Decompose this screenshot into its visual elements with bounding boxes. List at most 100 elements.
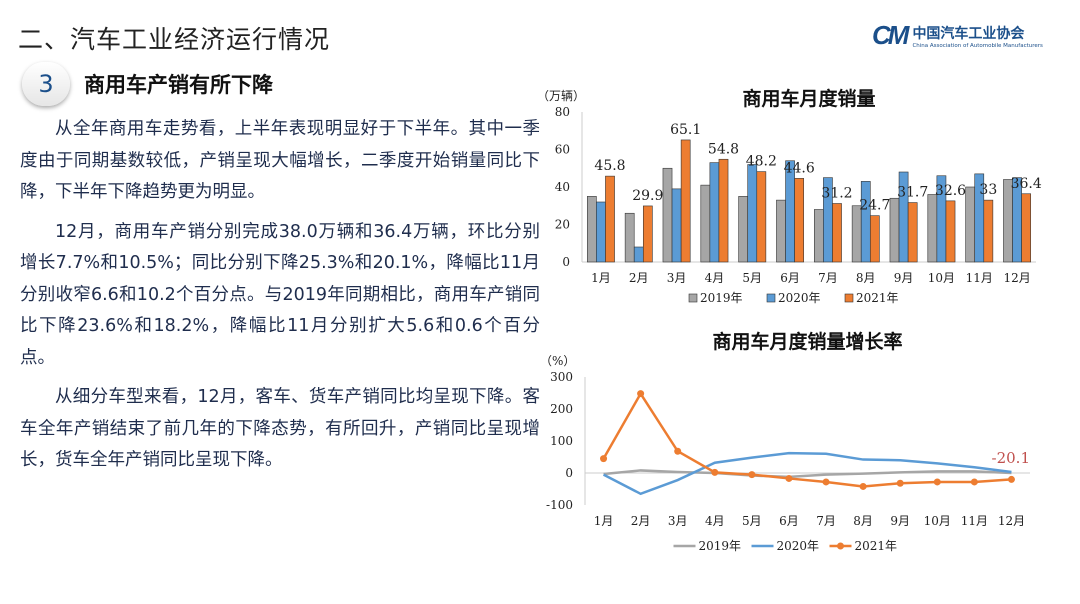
marker-2021年 (637, 390, 645, 398)
data-label: 31.7 (897, 185, 928, 201)
annotation-label: -20.1 (992, 449, 1030, 467)
bar-chart: 商用车月度销量 （万辆） 0 20 40 60 80 1月 2月 3月 4月 5月 6月 7月 8月 9月 10… (540, 87, 1042, 305)
chart-title: 商用车月度销量 (742, 87, 875, 110)
x-tick-label: 4月 (705, 514, 725, 528)
bar-2019年 (889, 197, 900, 263)
marker-2021年 (970, 478, 978, 486)
x-tick-label: 2月 (631, 514, 651, 528)
bar-2021年 (832, 203, 842, 263)
page-title: 二、汽车工业经济运行情况 (18, 25, 331, 54)
legend-swatch (688, 293, 698, 303)
legend-swatch (844, 293, 854, 303)
x-tick-label: 1月 (594, 514, 614, 528)
x-tick-label: 11月 (966, 271, 993, 285)
logo-en: China Association of Automobile Manufact… (912, 42, 1043, 49)
bar-2019年 (851, 205, 862, 263)
marker-2021年 (896, 479, 904, 487)
bar-2021年 (680, 139, 691, 263)
x-tick-label: 7月 (816, 514, 836, 528)
legend-label: 2019年 (700, 291, 743, 305)
y-tick-label: -100 (546, 498, 573, 512)
logo-mark: CM (872, 20, 909, 50)
x-tick-label: 10月 (928, 271, 955, 285)
line-2019年 (603, 469, 1012, 479)
data-label: 45.8 (594, 158, 625, 174)
legend-label: 2021年 (855, 539, 898, 553)
x-tick-label: 12月 (998, 514, 1025, 528)
data-label: 33 (979, 182, 997, 198)
y-tick-label: 80 (555, 105, 570, 119)
bar-2020年 (671, 188, 682, 263)
bar-2019年 (927, 194, 938, 263)
marker-2021年 (822, 478, 830, 486)
bar-2019年 (965, 186, 976, 263)
bar-2019年 (700, 184, 711, 263)
data-label: 31.2 (821, 186, 852, 202)
bar-2019年 (738, 196, 749, 263)
bar-2021年 (1021, 193, 1032, 263)
y-tick-label: 100 (550, 434, 573, 448)
bar-2020年 (747, 164, 758, 263)
marker-2021年 (711, 468, 719, 476)
section-number-badge: 3 (22, 62, 70, 106)
bar-2021年 (642, 205, 653, 263)
bar-2021年 (907, 202, 918, 263)
data-label: 32.6 (935, 183, 966, 199)
x-tick-label: 5月 (742, 514, 762, 528)
x-tick-label: 8月 (856, 271, 876, 285)
data-label: 29.9 (632, 188, 663, 204)
y-tick-label: 0 (562, 255, 570, 269)
marker-2021年 (748, 471, 756, 479)
line-2020年 (602, 451, 1012, 496)
bar-2019年 (776, 199, 786, 263)
legend-label: 2020年 (777, 539, 820, 553)
logo-cn: 中国汽车工业协会 (912, 25, 1025, 42)
paragraph: 从细分车型来看，12月，客车、货车产销同比均呈现下降。客车全年产销结束了前几年的… (20, 387, 540, 470)
line-chart: 商用车月度销量增长率 （%） -100 0 100 200 300 1月 2月 3月 4月 5月 6月 7… (540, 330, 1030, 553)
x-tick-label: 9月 (890, 514, 910, 528)
x-tick-label: 6月 (780, 271, 800, 285)
y-tick-label: 40 (555, 180, 570, 194)
y-axis-unit: （%） (540, 354, 575, 368)
y-tick-label: 200 (550, 402, 573, 416)
x-tick-label: 10月 (924, 514, 951, 528)
bar-2021年 (945, 200, 956, 263)
logo: CM 中国汽车工业协会 China Association of Automob… (872, 20, 1043, 51)
bar-2019年 (1003, 179, 1013, 263)
marker-2021年 (859, 482, 867, 490)
x-tick-label: 8月 (853, 514, 873, 528)
bar-2021年 (869, 215, 880, 263)
legend-label: 2019年 (699, 539, 742, 553)
marker-2021年 (785, 474, 793, 482)
x-tick-label: 7月 (818, 271, 838, 285)
marker-2021年 (933, 478, 941, 486)
x-tick-label: 12月 (1003, 271, 1030, 285)
y-axis-unit: （万辆） (540, 89, 585, 103)
bar-2020年 (860, 181, 871, 263)
x-tick-label: 4月 (705, 271, 725, 285)
section-title: 商用车产销有所下降 (84, 73, 273, 97)
bar-2019年 (624, 212, 635, 263)
bar-2019年 (586, 196, 597, 263)
x-tick-label: 2月 (629, 271, 649, 285)
data-label: 54.8 (708, 141, 739, 157)
x-tick-label: 6月 (779, 514, 799, 528)
marker-2021年 (1007, 475, 1015, 483)
bar-2021年 (983, 199, 994, 263)
legend-swatch (766, 293, 776, 303)
legend-label: 2020年 (778, 291, 821, 305)
x-tick-label: 11月 (961, 514, 988, 528)
x-tick-label: 5月 (742, 271, 762, 285)
bar-2021年 (605, 175, 615, 263)
y-tick-label: 300 (550, 370, 573, 384)
marker-2021年 (674, 447, 682, 455)
bar-2019年 (813, 209, 824, 263)
data-label: 65.1 (670, 122, 701, 138)
line-2021年 (602, 391, 1012, 488)
bar-2020年 (596, 201, 606, 263)
paragraph: 从全年商用车走势看，上半年表现明显好于下半年。其中一季度由于同期基数较低，产销呈… (20, 119, 540, 202)
y-tick-label: 20 (555, 218, 570, 232)
data-label: 44.6 (784, 160, 815, 176)
y-tick-label: 60 (555, 143, 570, 157)
chart-title: 商用车月度销量增长率 (712, 330, 902, 353)
